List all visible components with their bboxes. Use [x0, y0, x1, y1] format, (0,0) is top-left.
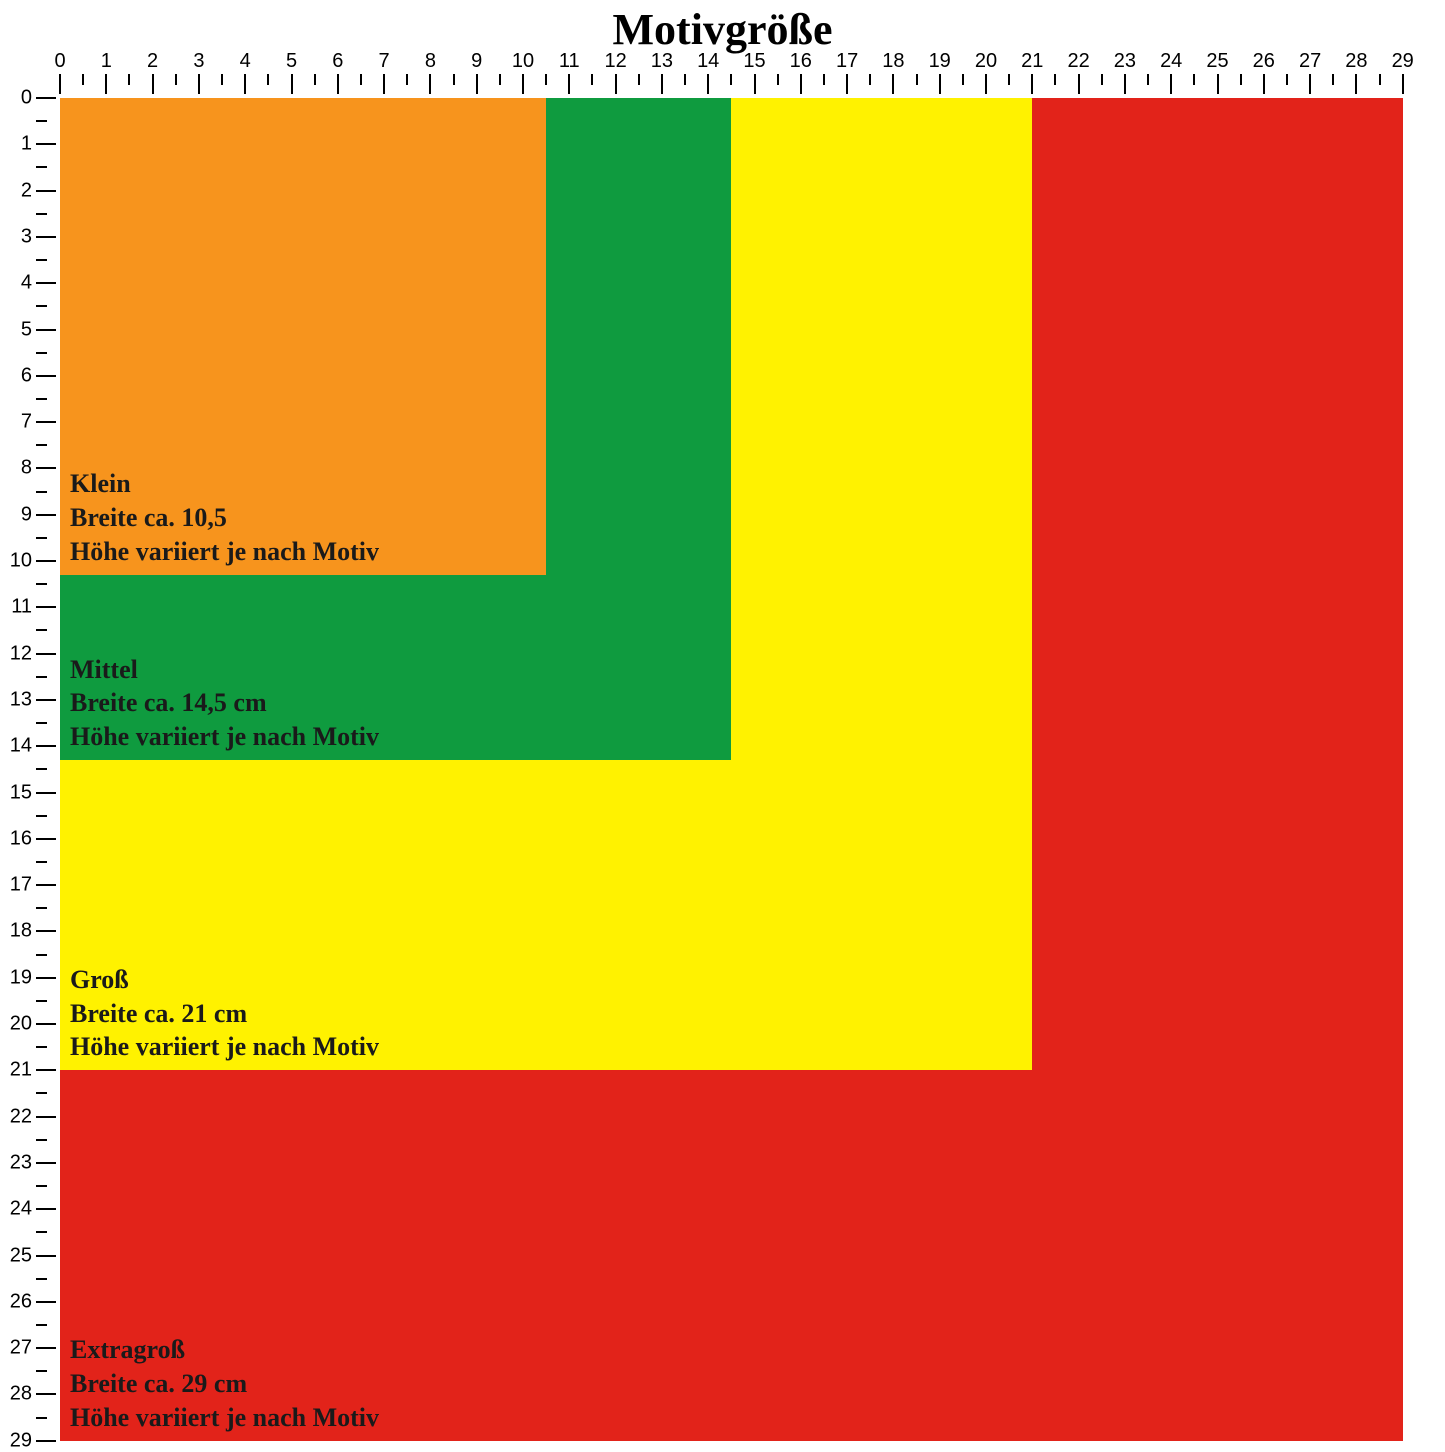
- diagram-title: Motivgröße: [0, 4, 1445, 55]
- ruler-horizontal: 0123456789101112131415161718192021222324…: [60, 50, 1403, 98]
- size-label-gross: GroßBreite ca. 21 cmHöhe variiert je nac…: [70, 963, 379, 1064]
- size-label-mittel: MittelBreite ca. 14,5 cmHöhe variiert je…: [70, 653, 379, 754]
- ruler-vertical: 0123456789101112131415161718192021222324…: [6, 98, 60, 1441]
- size-diagram: Motivgröße 01234567891011121314151617181…: [0, 0, 1445, 1445]
- size-label-klein: KleinBreite ca. 10,5Höhe variiert je nac…: [70, 467, 379, 568]
- size-rect-klein: KleinBreite ca. 10,5Höhe variiert je nac…: [60, 98, 546, 575]
- plot-area: ExtragroßBreite ca. 29 cmHöhe variiert j…: [60, 98, 1403, 1441]
- size-label-extragross: ExtragroßBreite ca. 29 cmHöhe variiert j…: [70, 1333, 379, 1434]
